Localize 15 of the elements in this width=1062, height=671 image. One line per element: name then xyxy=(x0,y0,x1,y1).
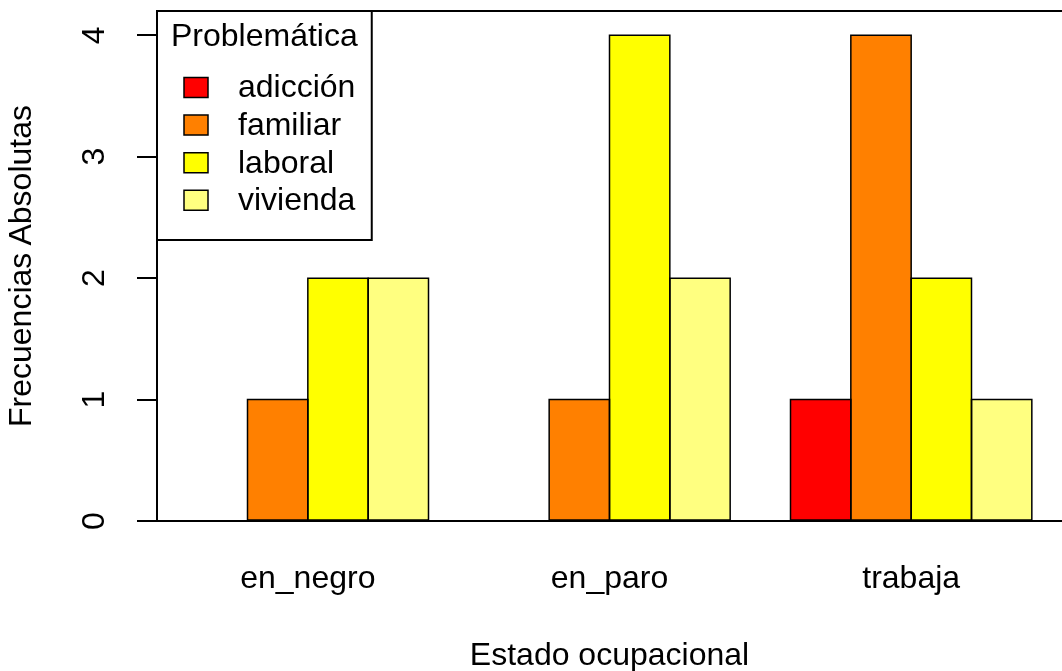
y-tick-label: 4 xyxy=(74,26,111,45)
legend-label: vivienda xyxy=(238,181,356,218)
legend-title: Problemática xyxy=(171,16,358,53)
legend-label: adicción xyxy=(238,68,356,105)
y-axis-title: Frecuencias Absolutas xyxy=(1,105,38,427)
x-tick-label: trabaja xyxy=(862,558,961,595)
x-axis-title: Estado ocupacional xyxy=(469,635,750,671)
x-tick-label: en_paro xyxy=(550,558,669,595)
legend-label: familiar xyxy=(238,105,342,142)
y-tick-label: 1 xyxy=(74,390,111,409)
x-tick-label: en_negro xyxy=(240,558,376,595)
y-tick-label: 3 xyxy=(74,147,111,166)
legend-label: laboral xyxy=(238,143,335,180)
y-tick-label: 0 xyxy=(74,512,111,530)
y-tick-label: 2 xyxy=(74,269,111,288)
